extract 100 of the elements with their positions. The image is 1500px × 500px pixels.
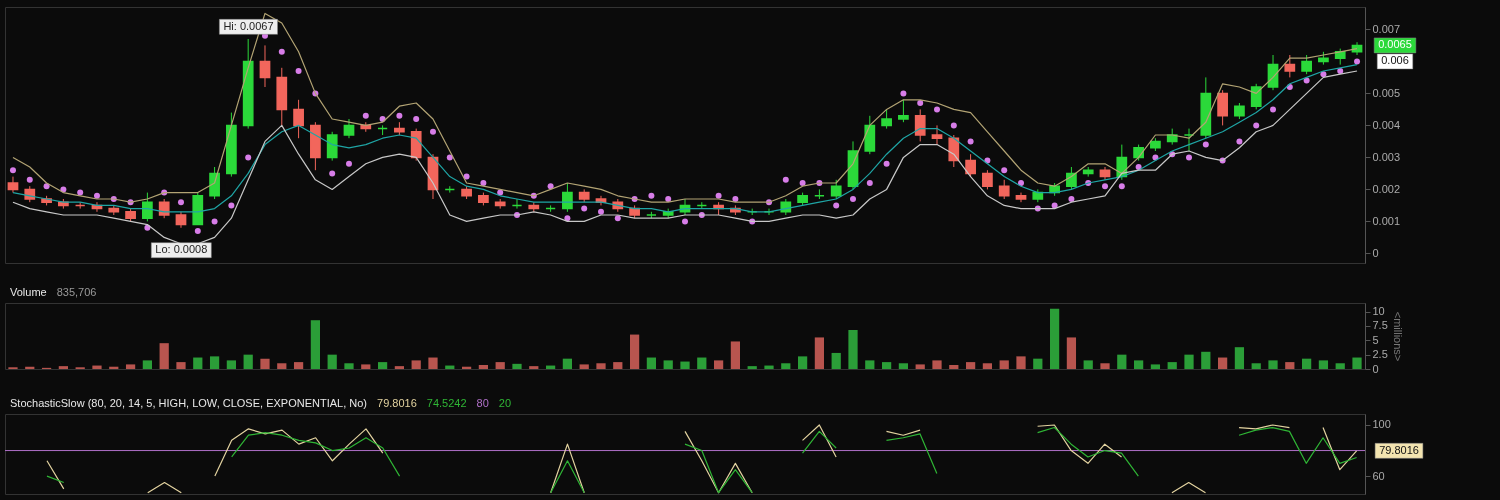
bar [982,363,993,369]
bar [142,360,152,369]
bar [848,329,858,369]
bar [193,357,203,369]
bar [831,352,841,369]
bar [1285,362,1295,369]
y-tick-label: 0 [1372,362,1379,375]
bar [478,364,489,369]
bar [865,360,875,369]
annotation: Lo: 0.0008 [155,243,208,256]
bar [377,362,388,369]
y-tick-label: 0.003 [1372,150,1401,163]
bar [1234,347,1245,369]
bar [394,366,405,369]
bar [125,364,136,369]
y-tick-label: 60 [1372,469,1385,482]
text: 835,706 [56,286,97,298]
bar [1100,363,1110,369]
bar [512,363,522,369]
bar [58,366,68,369]
bar [797,356,808,369]
bar [965,362,976,369]
y-tick-label: 5 [1372,333,1379,346]
bar [529,366,539,369]
candlestick [209,166,220,200]
bar [226,360,237,369]
bar [92,365,102,369]
bar [1033,358,1043,369]
y-tick-label: 0.004 [1372,118,1401,131]
y-tick-label: 0 [1372,246,1379,259]
y-axis-title: <millions> [1391,311,1404,362]
candlestick [931,124,943,146]
bar [713,360,724,369]
bar [1201,351,1211,369]
bar [814,337,825,369]
y-tick-label: 0.005 [1372,86,1401,99]
bar [764,365,774,369]
bar [1167,362,1177,369]
candlestick [7,176,19,194]
bar [428,357,438,369]
bar [1117,354,1127,369]
candlestick [965,153,976,178]
candlestick [898,99,909,123]
bar [361,364,371,369]
y-tick-label: 10 [1372,305,1385,318]
candlestick [1250,83,1262,110]
bar [747,366,757,369]
bar [613,362,623,369]
candlestick [293,99,304,139]
bar [932,360,942,369]
bar [411,360,421,369]
y-tick-label: 0.007 [1372,22,1401,35]
candlestick [982,169,993,190]
candlestick [142,192,153,222]
candlestick [511,198,523,210]
candlestick [1183,128,1195,152]
bar [1302,358,1312,369]
bar [881,362,892,369]
bar [1218,357,1228,369]
bar [176,362,186,369]
candlestick [1217,89,1228,126]
bar [999,360,1009,369]
bar [596,363,606,369]
candlestick [914,108,926,142]
bar [562,358,573,369]
bar [1251,363,1261,369]
candlestick [1301,54,1312,75]
bar [344,363,354,369]
y-tick-label: 0.001 [1372,214,1401,227]
bar [1318,360,1329,369]
bar [1150,364,1161,369]
chart-title: Volume [10,286,47,298]
bar [663,360,673,369]
bar [293,362,304,369]
bar [680,361,690,369]
candlestick [881,108,892,130]
bar [159,343,169,369]
candlestick [562,182,573,213]
text: 0.0065 [1378,38,1412,51]
bar [949,364,959,369]
candlestick [830,179,842,200]
candlestick [158,198,170,219]
candlestick [377,124,388,136]
bar [579,364,589,369]
y-tick-label: 0.002 [1372,182,1401,195]
candlestick [326,131,338,162]
bar [1268,360,1278,369]
candlestick [763,208,775,216]
bar [260,358,270,369]
bar [915,364,925,369]
bar [1335,363,1345,369]
text: 80 [476,397,489,409]
bar [730,341,741,369]
bar [781,363,791,369]
text: 0.006 [1381,54,1409,67]
bar [1184,354,1194,369]
bar [1016,356,1026,369]
bar [646,357,657,369]
candlestick [444,185,456,194]
bar [277,363,287,369]
